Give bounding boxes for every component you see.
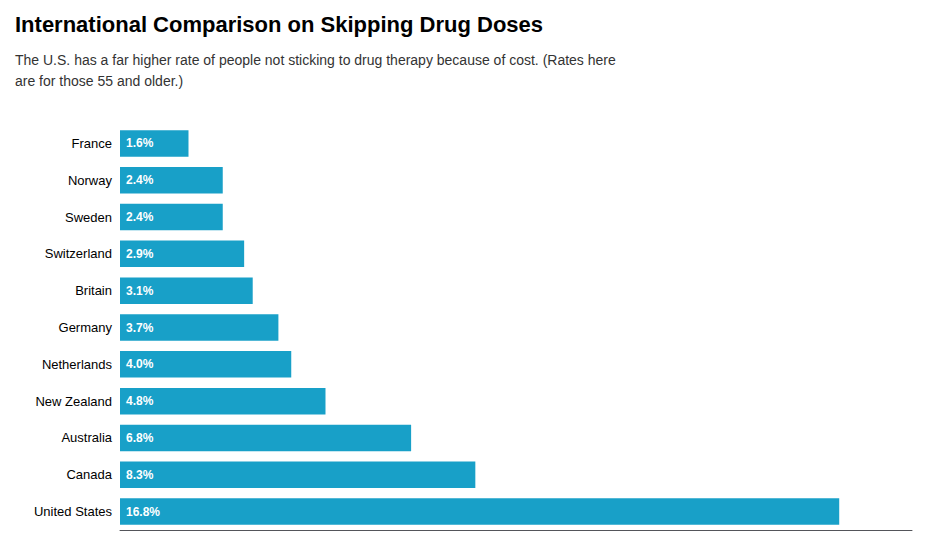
svg-text:8.3%: 8.3% — [126, 468, 154, 482]
svg-text:4.0%: 4.0% — [126, 357, 154, 371]
svg-text:The U.S. has a far higher rate: The U.S. has a far higher rate of people… — [15, 52, 616, 68]
svg-text:Sweden: Sweden — [65, 210, 112, 225]
svg-text:2.4%: 2.4% — [126, 210, 154, 224]
svg-text:France: France — [72, 136, 112, 151]
svg-text:International Comparison on Sk: International Comparison on Skipping Dru… — [15, 12, 543, 37]
svg-text:2.4%: 2.4% — [126, 173, 154, 187]
svg-text:3.1%: 3.1% — [126, 284, 154, 298]
svg-text:Germany: Germany — [59, 320, 113, 335]
svg-text:United States: United States — [34, 504, 113, 519]
svg-text:Norway: Norway — [68, 173, 113, 188]
svg-text:Netherlands: Netherlands — [42, 357, 113, 372]
svg-text:are for those 55 and older.): are for those 55 and older.) — [15, 73, 183, 89]
svg-text:Australia: Australia — [61, 430, 112, 445]
svg-text:3.7%: 3.7% — [126, 321, 154, 335]
svg-text:6.8%: 6.8% — [126, 431, 154, 445]
svg-text:Canada: Canada — [66, 467, 112, 482]
svg-text:1.6%: 1.6% — [126, 136, 154, 150]
svg-text:4.8%: 4.8% — [126, 394, 154, 408]
svg-text:Switzerland: Switzerland — [45, 246, 112, 261]
svg-text:Britain: Britain — [75, 283, 112, 298]
svg-text:New Zealand: New Zealand — [35, 394, 112, 409]
svg-text:2.9%: 2.9% — [126, 247, 154, 261]
svg-text:16.8%: 16.8% — [126, 505, 160, 519]
